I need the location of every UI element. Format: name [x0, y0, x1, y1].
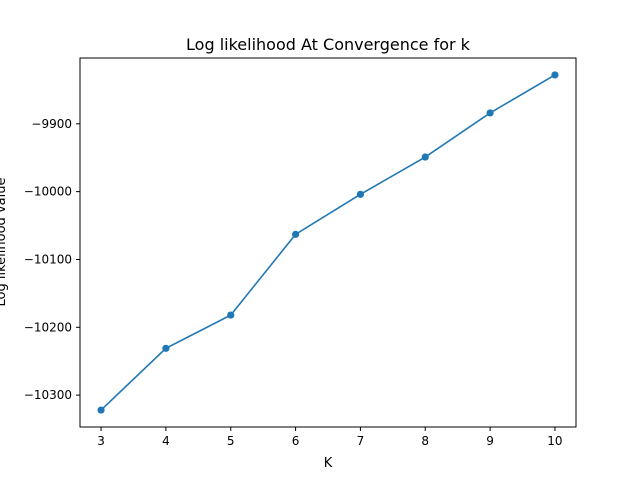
- y-tick-label: −10100: [24, 252, 72, 266]
- series-layer: [97, 71, 559, 414]
- y-tick-label: −9900: [31, 117, 72, 131]
- y-axis-label: Log likelihood value: [0, 178, 9, 307]
- plot-area: [80, 58, 576, 427]
- data-point: [551, 71, 559, 79]
- x-tick-label: 9: [486, 434, 494, 448]
- series-line: [100, 74, 556, 411]
- plot-frame: [79, 57, 577, 428]
- x-tick-label: 6: [292, 434, 300, 448]
- x-tick-label: 7: [357, 434, 365, 448]
- data-point: [162, 344, 170, 352]
- x-tick-label: 8: [421, 434, 429, 448]
- data-point: [291, 230, 300, 238]
- data-point: [356, 190, 365, 198]
- chart-title: Log likelihood At Convergence for k: [186, 35, 471, 54]
- x-tick-label: 3: [97, 434, 105, 448]
- data-point: [421, 153, 429, 161]
- x-axis-ticks: 3 4 5 6 7 8 9 10: [97, 427, 563, 448]
- data-point: [227, 311, 235, 319]
- y-tick-label: −10300: [24, 388, 72, 402]
- x-tick-label: 10: [547, 434, 562, 448]
- y-tick-label: −10000: [24, 185, 72, 199]
- y-tick-label: −10200: [24, 320, 72, 334]
- x-tick-label: 5: [227, 434, 235, 448]
- data-point: [486, 109, 494, 117]
- x-axis-label: K: [324, 456, 333, 471]
- x-tick-label: 4: [162, 434, 170, 448]
- data-point: [97, 406, 105, 414]
- y-axis-ticks: −10300 −10200 −10100 −10000 −9900: [24, 117, 80, 402]
